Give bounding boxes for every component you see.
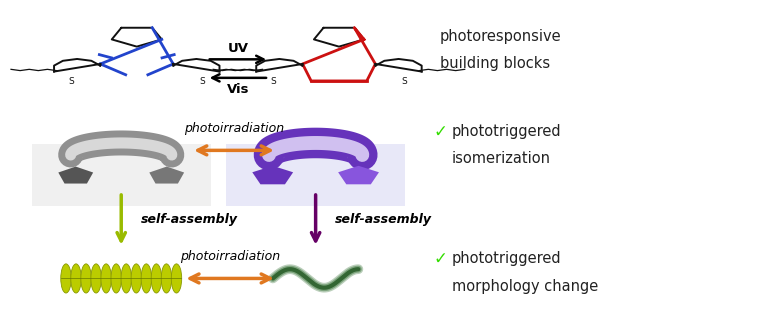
Ellipse shape	[161, 264, 171, 293]
Text: ✓: ✓	[434, 123, 448, 141]
Ellipse shape	[81, 264, 91, 293]
Polygon shape	[338, 166, 379, 184]
Ellipse shape	[131, 264, 142, 293]
Ellipse shape	[171, 264, 182, 293]
Bar	[32, 144, 210, 206]
Text: Vis: Vis	[227, 83, 249, 96]
Text: ✓: ✓	[434, 249, 448, 268]
Text: morphology change: morphology change	[452, 279, 598, 294]
Ellipse shape	[71, 264, 81, 293]
Text: S: S	[199, 77, 206, 86]
Text: building blocks: building blocks	[440, 56, 550, 72]
Ellipse shape	[121, 264, 132, 293]
Polygon shape	[252, 166, 293, 184]
Text: S: S	[402, 77, 407, 86]
Text: isomerization: isomerization	[452, 151, 551, 166]
Text: photoresponsive: photoresponsive	[440, 29, 562, 44]
Text: photoirradiation: photoirradiation	[180, 250, 280, 263]
Text: phototriggered: phototriggered	[452, 124, 562, 140]
Text: phototriggered: phototriggered	[452, 251, 562, 266]
Ellipse shape	[101, 264, 111, 293]
Ellipse shape	[141, 264, 152, 293]
Text: S: S	[270, 77, 276, 86]
Bar	[226, 144, 405, 206]
Text: UV: UV	[227, 42, 249, 55]
Polygon shape	[58, 166, 93, 184]
Ellipse shape	[61, 264, 71, 293]
Polygon shape	[150, 166, 184, 184]
Text: photoirradiation: photoirradiation	[184, 122, 284, 135]
Text: self-assembly: self-assembly	[141, 213, 238, 226]
Ellipse shape	[151, 264, 161, 293]
Ellipse shape	[91, 264, 101, 293]
Text: S: S	[69, 77, 74, 86]
Ellipse shape	[111, 264, 122, 293]
Text: self-assembly: self-assembly	[335, 213, 432, 226]
